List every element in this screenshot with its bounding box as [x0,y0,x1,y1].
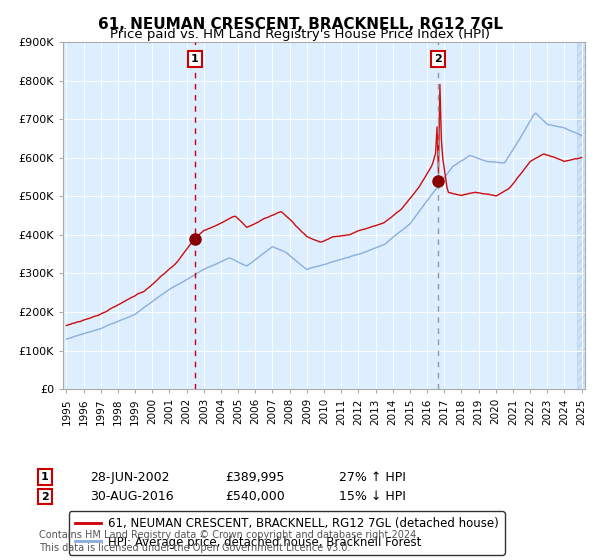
Text: 2: 2 [434,54,442,64]
Bar [577,42,587,389]
Text: 61, NEUMAN CRESCENT, BRACKNELL, RG12 7GL: 61, NEUMAN CRESCENT, BRACKNELL, RG12 7GL [97,17,503,32]
Text: 2: 2 [41,492,49,502]
Text: 1: 1 [191,54,199,64]
Text: Price paid vs. HM Land Registry's House Price Index (HPI): Price paid vs. HM Land Registry's House … [110,28,490,41]
Text: 30-AUG-2016: 30-AUG-2016 [90,490,173,503]
Text: 27% ↑ HPI: 27% ↑ HPI [339,470,406,484]
Text: 15% ↓ HPI: 15% ↓ HPI [339,490,406,503]
Text: 1: 1 [41,472,49,482]
Text: Contains HM Land Registry data © Crown copyright and database right 2024.
This d: Contains HM Land Registry data © Crown c… [39,530,419,553]
Text: 28-JUN-2002: 28-JUN-2002 [90,470,170,484]
Text: £389,995: £389,995 [225,470,284,484]
Legend: 61, NEUMAN CRESCENT, BRACKNELL, RG12 7GL (detached house), HPI: Average price, d: 61, NEUMAN CRESCENT, BRACKNELL, RG12 7GL… [69,511,505,554]
Text: £540,000: £540,000 [225,490,285,503]
